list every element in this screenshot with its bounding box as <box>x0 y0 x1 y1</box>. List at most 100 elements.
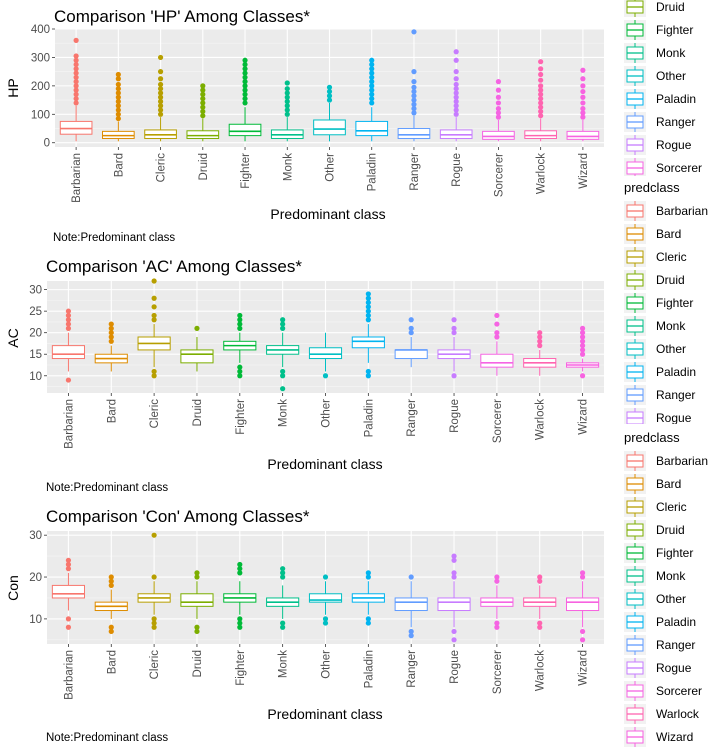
hp-box-body <box>228 123 262 137</box>
con-outlier-point <box>579 628 586 635</box>
hp-outlier-point <box>538 87 544 93</box>
legend-item-sorcerer: Sorcerer <box>624 158 702 178</box>
hp-outlier-point <box>453 90 459 96</box>
con-box-wizard <box>566 570 600 643</box>
hp-outlier-point <box>453 81 459 88</box>
con-x-tick-label: Druid <box>192 650 204 677</box>
ac-x-tick-label: Sorcerer <box>492 399 504 443</box>
hp-outlier-point <box>411 69 417 75</box>
ac-outlier-point <box>151 373 157 379</box>
con-outlier-point <box>194 628 200 635</box>
legend-label: Ranger <box>656 638 695 652</box>
hp-outlier-point <box>284 98 290 105</box>
con-outlier-point <box>579 570 586 576</box>
con-outlier-point <box>151 532 157 538</box>
hp-outlier-point <box>242 57 248 63</box>
legend-label: Rogue <box>656 661 692 675</box>
hp-outlier-point <box>242 91 248 97</box>
con-box-monk <box>266 566 300 630</box>
legend-label: Fighter <box>656 546 693 560</box>
con-x-tick-label: Wizard <box>578 650 590 686</box>
legend-item-rogue: Rogue <box>624 658 692 678</box>
hp-outlier-point <box>242 70 248 76</box>
legend-label: Fighter <box>656 23 693 37</box>
ac-outlier-point <box>65 312 72 319</box>
legend-label: Bard <box>656 227 681 241</box>
ac-x-tick-label: Cleric <box>149 399 161 429</box>
hp-outlier-point <box>242 83 248 89</box>
hp-outlier-point <box>369 100 375 106</box>
con-box-body <box>437 597 471 612</box>
hp-outlier-point <box>495 79 502 85</box>
ac-outlier-point <box>280 317 286 323</box>
legend-label: Barbarian <box>656 204 708 218</box>
ac-x-tick-label: Barbarian <box>63 399 75 449</box>
hp-x-tick-label: Other <box>325 153 337 182</box>
ac-outlier-point <box>365 304 371 310</box>
ac-outlier-point <box>108 321 114 327</box>
ac-outlier-point <box>194 325 200 331</box>
ac-outlier-point <box>365 373 371 379</box>
ac-outlier-point <box>237 364 243 370</box>
hp-outlier-point <box>157 86 164 92</box>
hp-outlier-point <box>495 87 502 93</box>
hp-box-monk <box>270 80 304 142</box>
hp-outlier-point <box>73 87 79 93</box>
con-outlier-point <box>537 578 543 584</box>
con-x-tick-label: Other <box>321 650 333 679</box>
con-outlier-point <box>408 633 414 639</box>
hp-x-tick-label: Rogue <box>451 153 463 187</box>
legend-item-other: Other <box>624 339 686 359</box>
con-box-sorcerer <box>480 574 514 630</box>
hp-outlier-point <box>73 96 79 102</box>
ac-outlier-point <box>65 377 72 383</box>
ac-outlier-point <box>65 321 72 327</box>
hp-outlier-point <box>284 86 290 92</box>
legend-title: predclass <box>624 180 680 195</box>
ac-box-rogue <box>437 317 471 379</box>
ac-x-tick-label: Wizard <box>578 399 590 435</box>
con-box-body <box>566 597 600 612</box>
hp-outlier-point <box>73 83 79 89</box>
ac-box-barbarian <box>51 308 85 383</box>
hp-y-tick-label: 0 <box>44 138 50 150</box>
con-box-cleric <box>137 532 171 630</box>
ac-box-ranger <box>394 317 428 368</box>
legend-item-fighter: Fighter <box>624 293 693 313</box>
ac-outlier-point <box>108 338 114 344</box>
legend-label: Druid <box>656 0 685 14</box>
hp-outlier-point <box>369 66 375 72</box>
hp-outlier-point <box>580 110 586 116</box>
con-outlier-point <box>194 624 200 630</box>
hp-outlier-point <box>580 94 586 100</box>
legend-label: Cleric <box>656 500 687 514</box>
hp-outlier-point <box>369 61 375 68</box>
hp-note: Note:Predominant class <box>53 232 175 244</box>
ac-outlier-point <box>365 312 371 319</box>
con-outlier-point <box>322 574 329 580</box>
con-box-druid <box>180 570 214 635</box>
hp-outlier-point <box>369 70 375 76</box>
legend-label: Druid <box>656 273 685 287</box>
hp-outlier-point <box>157 81 164 88</box>
hp-outlier-point <box>538 59 544 65</box>
legend-item-rogue: Rogue <box>624 135 692 155</box>
hp-outlier-point <box>73 79 79 85</box>
con-outlier-point <box>151 616 157 622</box>
ac-box-body <box>480 353 514 368</box>
con-outlier-point <box>237 561 243 568</box>
con-y-axis-title: Con <box>5 575 21 601</box>
hp-outlier-point <box>200 100 206 106</box>
ac-box-fighter <box>223 312 257 379</box>
hp-outlier-point <box>453 98 459 105</box>
hp-box-cleric <box>144 54 177 142</box>
hp-y-tick-label: 100 <box>31 109 50 121</box>
con-outlier-point <box>408 628 414 635</box>
ac-outlier-point <box>151 304 157 310</box>
ac-x-tick-label: Rogue <box>449 399 461 433</box>
legend-label: Ranger <box>656 115 695 129</box>
legend-item-warlock: Warlock <box>624 704 700 724</box>
hp-outlier-point <box>284 80 290 86</box>
con-outlier-point <box>451 557 457 563</box>
hp-outlier-point <box>115 76 121 82</box>
